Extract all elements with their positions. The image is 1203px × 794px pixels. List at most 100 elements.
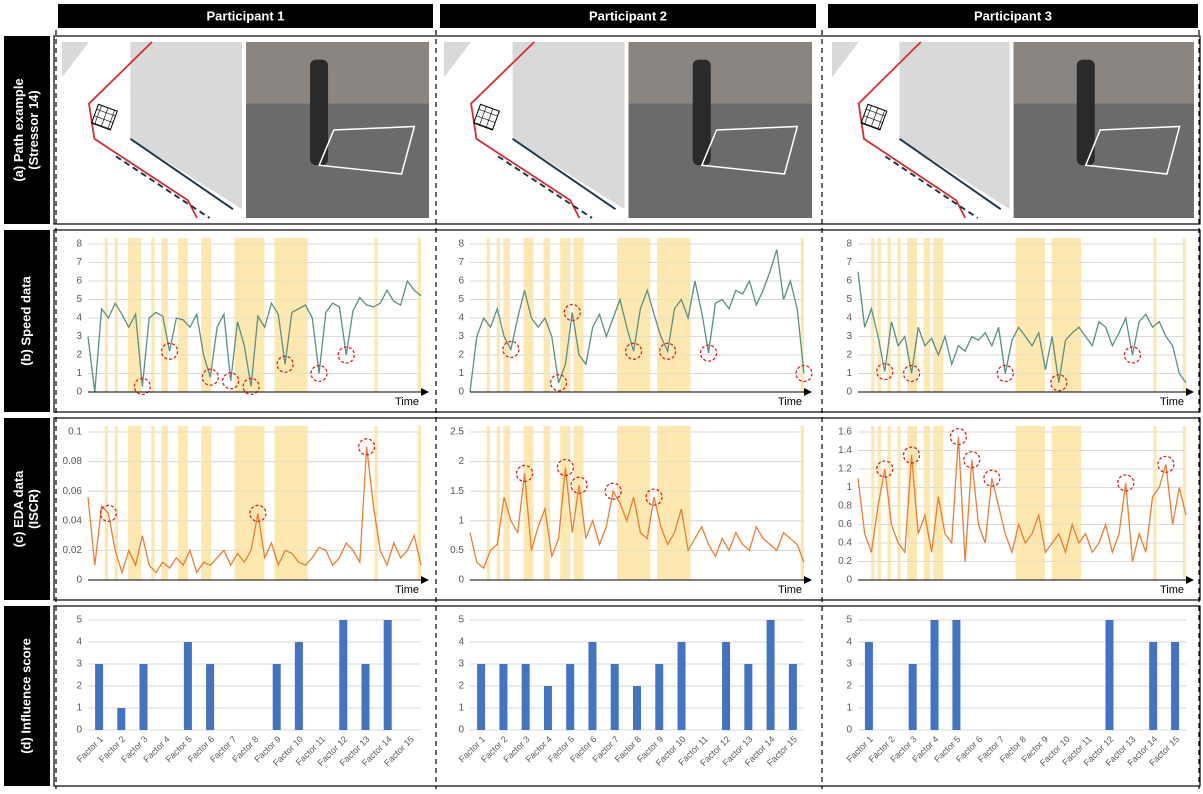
y-tick-label: 1.5 bbox=[450, 486, 464, 497]
y-tick-label: 1 bbox=[846, 368, 852, 379]
column-header: Participant 1 bbox=[206, 8, 284, 23]
y-tick-label: 0.4 bbox=[838, 538, 852, 549]
y-tick-label: 3 bbox=[846, 331, 852, 342]
shaded-interval bbox=[497, 426, 500, 580]
bar bbox=[273, 664, 281, 730]
y-tick-label: 2 bbox=[458, 456, 464, 467]
y-tick-label: 1 bbox=[76, 368, 82, 379]
y-tick-label: 5 bbox=[76, 615, 82, 626]
shaded-interval bbox=[924, 426, 931, 580]
bar bbox=[184, 642, 192, 730]
shaded-interval bbox=[418, 238, 421, 392]
y-tick-label: 5 bbox=[846, 615, 852, 626]
bar bbox=[1149, 642, 1157, 730]
y-tick-label: 4 bbox=[846, 313, 852, 324]
y-tick-label: 4 bbox=[76, 313, 82, 324]
y-tick-label: 1 bbox=[76, 703, 82, 714]
row-label: (Stressor 14) bbox=[26, 90, 41, 169]
shaded-interval bbox=[374, 238, 377, 392]
y-tick-label: 8 bbox=[846, 239, 852, 250]
bar bbox=[499, 664, 507, 730]
y-tick-label: 2 bbox=[458, 681, 464, 692]
bar bbox=[140, 664, 148, 730]
y-tick-label: 6 bbox=[76, 276, 82, 287]
shaded-interval bbox=[503, 426, 510, 580]
shaded-interval bbox=[1015, 426, 1045, 580]
bar bbox=[384, 620, 392, 730]
shaded-interval bbox=[503, 238, 510, 392]
y-tick-label: 6 bbox=[846, 276, 852, 287]
bar bbox=[789, 664, 797, 730]
shaded-interval bbox=[1052, 426, 1082, 580]
shaded-interval bbox=[487, 238, 490, 392]
y-tick-label: 1.2 bbox=[838, 464, 852, 475]
y-tick-label: 1.4 bbox=[838, 445, 852, 456]
y-tick-label: 2 bbox=[76, 350, 82, 361]
x-axis-label: Time bbox=[395, 584, 419, 596]
y-tick-label: 8 bbox=[458, 239, 464, 250]
y-tick-label: 5 bbox=[458, 294, 464, 305]
photo-building bbox=[1014, 42, 1194, 104]
shaded-interval bbox=[178, 238, 188, 392]
shaded-interval bbox=[1153, 238, 1156, 392]
shaded-interval bbox=[617, 238, 650, 392]
figure: Participant 1Participant 2Participant 3(… bbox=[0, 0, 1203, 789]
shaded-interval bbox=[933, 426, 943, 580]
x-axis-label: Time bbox=[1160, 396, 1184, 408]
shaded-interval bbox=[1153, 426, 1156, 580]
y-tick-label: 0.02 bbox=[63, 545, 83, 556]
y-tick-label: 1.6 bbox=[838, 427, 852, 438]
y-tick-label: 2 bbox=[846, 350, 852, 361]
y-tick-label: 4 bbox=[76, 637, 82, 648]
bar bbox=[566, 664, 574, 730]
y-tick-label: 0.08 bbox=[63, 456, 83, 467]
shaded-interval bbox=[235, 426, 265, 580]
y-tick-label: 0 bbox=[458, 725, 464, 736]
y-tick-label: 0.5 bbox=[450, 545, 464, 556]
bar bbox=[117, 708, 125, 730]
shaded-interval bbox=[924, 238, 931, 392]
bar bbox=[767, 620, 775, 730]
shaded-interval bbox=[574, 426, 584, 580]
bar bbox=[865, 642, 873, 730]
y-tick-label: 1 bbox=[846, 482, 852, 493]
photo-building bbox=[628, 42, 812, 104]
bar bbox=[339, 620, 347, 730]
shaded-interval bbox=[115, 238, 118, 392]
y-tick-label: 8 bbox=[76, 239, 82, 250]
y-tick-label: 3 bbox=[458, 659, 464, 670]
y-tick-label: 0 bbox=[846, 387, 852, 398]
bar bbox=[611, 664, 619, 730]
y-tick-label: 1 bbox=[458, 515, 464, 526]
y-tick-label: 0 bbox=[76, 575, 82, 586]
bar bbox=[744, 664, 752, 730]
row-label: (d) Influence score bbox=[18, 638, 33, 754]
bar bbox=[1171, 642, 1179, 730]
y-tick-label: 2 bbox=[846, 681, 852, 692]
bar bbox=[655, 664, 663, 730]
column-header: Participant 3 bbox=[974, 8, 1052, 23]
shaded-interval bbox=[151, 426, 154, 580]
y-tick-label: 3 bbox=[76, 331, 82, 342]
y-tick-label: 0 bbox=[846, 575, 852, 586]
bar bbox=[295, 642, 303, 730]
y-tick-label: 0.2 bbox=[838, 556, 852, 567]
bar bbox=[722, 642, 730, 730]
shaded-interval bbox=[543, 238, 550, 392]
shaded-interval bbox=[574, 238, 584, 392]
bar bbox=[678, 642, 686, 730]
bar bbox=[206, 664, 214, 730]
y-tick-label: 3 bbox=[458, 331, 464, 342]
y-tick-label: 5 bbox=[76, 294, 82, 305]
y-tick-label: 2 bbox=[458, 350, 464, 361]
page: {"column_headers": ["Participant 1", "Pa… bbox=[0, 0, 1203, 794]
shaded-interval bbox=[897, 238, 900, 392]
shaded-interval bbox=[1015, 238, 1045, 392]
shaded-interval bbox=[871, 426, 874, 580]
shaded-interval bbox=[161, 426, 168, 580]
bar bbox=[362, 664, 370, 730]
x-axis-label: Time bbox=[778, 396, 802, 408]
shaded-interval bbox=[201, 426, 211, 580]
y-tick-label: 4 bbox=[458, 637, 464, 648]
photo-building bbox=[246, 42, 429, 104]
